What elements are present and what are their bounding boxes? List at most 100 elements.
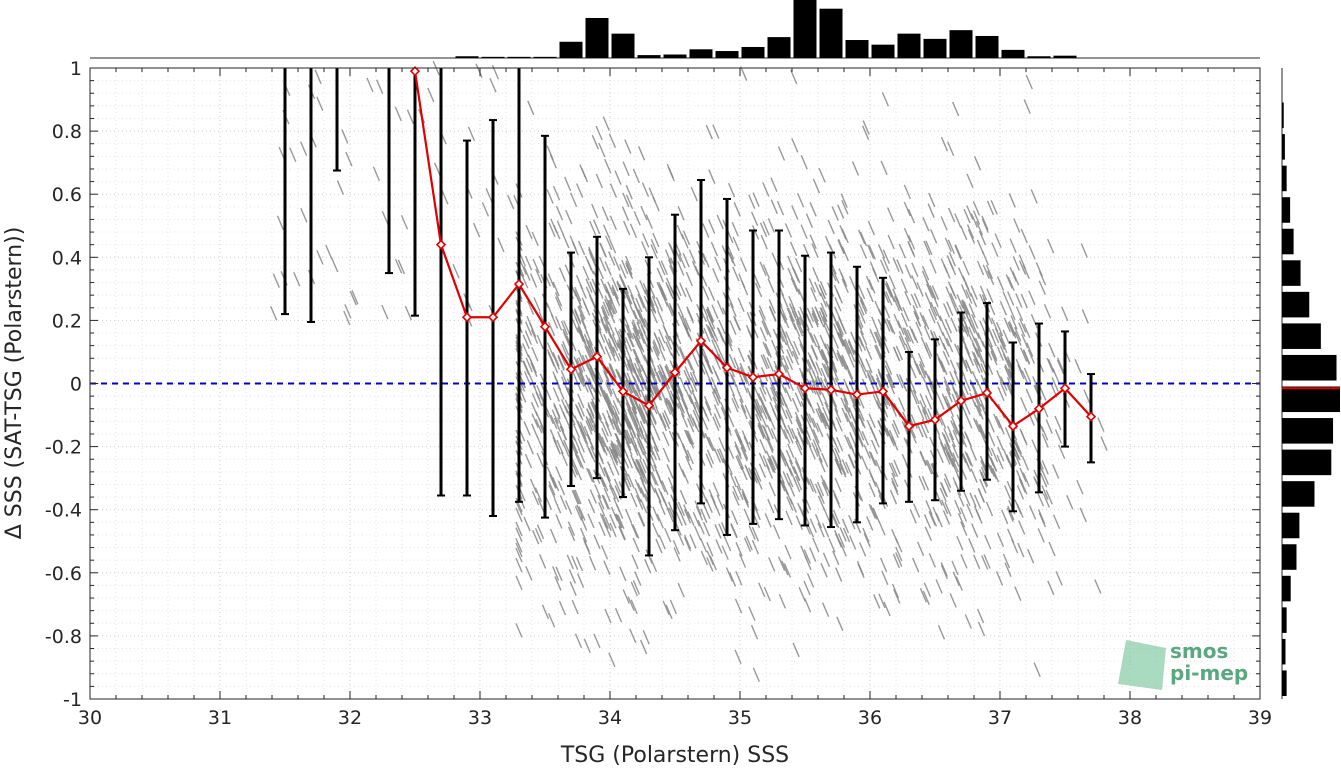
- scatter-point: [652, 339, 661, 355]
- scatter-point: [680, 413, 689, 428]
- scatter-point: [923, 514, 932, 529]
- scatter-point: [1015, 293, 1023, 308]
- scatter-point: [974, 494, 982, 510]
- top-histogram-bar: [663, 54, 687, 58]
- scatter-point: [639, 439, 647, 455]
- scatter-point: [976, 608, 985, 624]
- scatter-point: [893, 313, 901, 329]
- scatter-point: [733, 202, 741, 217]
- scatter-point: [1013, 218, 1021, 233]
- scatter-point: [651, 295, 659, 311]
- scatter-point: [797, 336, 806, 352]
- scatter-point: [600, 385, 608, 400]
- scatter-point: [702, 521, 711, 537]
- scatter-point: [859, 357, 867, 373]
- scatter-point: [535, 418, 543, 434]
- scatter-point: [931, 285, 940, 300]
- scatter-point: [974, 397, 982, 412]
- scatter-point: [866, 419, 874, 435]
- scatter-point: [952, 101, 960, 117]
- scatter-point: [898, 397, 906, 412]
- x-tick-label: 31: [208, 707, 232, 729]
- scatter-point: [536, 334, 544, 350]
- scatter-point: [611, 418, 619, 433]
- scatter-point: [1022, 472, 1030, 487]
- scatter-point: [831, 448, 839, 463]
- scatter-point: [966, 205, 974, 220]
- scatter-point: [728, 353, 737, 369]
- scatter-point: [839, 460, 847, 475]
- scatter-point: [808, 413, 816, 428]
- scatter-point: [552, 436, 560, 452]
- scatter-point: [650, 238, 658, 254]
- scatter-point: [758, 582, 766, 598]
- scatter-point: [624, 415, 632, 430]
- scatter-point: [507, 194, 515, 210]
- scatter-point: [714, 524, 722, 539]
- scatter-point: [797, 502, 805, 518]
- scatter-point: [836, 320, 845, 336]
- scatter-point: [585, 278, 593, 293]
- scatter-point: [630, 492, 638, 508]
- scatter-point: [1025, 74, 1033, 90]
- scatter-point: [563, 439, 571, 455]
- scatter-point: [834, 533, 843, 548]
- scatter-point: [832, 438, 841, 453]
- scatter-point: [622, 589, 630, 604]
- scatter-point: [700, 550, 708, 566]
- scatter-point: [623, 429, 631, 445]
- scatter-point: [759, 396, 768, 412]
- scatter-point: [972, 201, 981, 216]
- scatter-point: [926, 459, 934, 475]
- scatter-point: [555, 514, 563, 529]
- scatter-point: [787, 443, 795, 459]
- scatter-point: [599, 256, 607, 272]
- scatter-point: [837, 533, 846, 548]
- scatter-point: [768, 481, 776, 497]
- scatter-point: [779, 392, 788, 408]
- scatter-point: [751, 539, 760, 555]
- scatter-point: [694, 500, 702, 516]
- scatter-point: [847, 353, 855, 368]
- scatter-point: [653, 446, 661, 461]
- scatter-point: [944, 237, 952, 253]
- scatter-point: [558, 267, 567, 282]
- scatter-point: [857, 301, 865, 316]
- scatter-point: [536, 452, 544, 468]
- scatter-point: [993, 413, 1001, 429]
- scatter-point: [924, 526, 933, 542]
- scatter-point: [903, 184, 912, 200]
- scatter-point: [945, 387, 953, 403]
- scatter-point: [840, 193, 848, 208]
- scatter-point: [1081, 309, 1089, 324]
- x-tick-label: 30: [78, 707, 102, 729]
- top-histogram-bar: [897, 33, 921, 58]
- scatter-point: [546, 349, 555, 364]
- scatter-point: [601, 421, 609, 437]
- scatter-point: [704, 401, 713, 416]
- scatter-point: [912, 503, 921, 518]
- scatter-point: [601, 412, 610, 428]
- scatter-point: [626, 324, 635, 340]
- scatter-point: [404, 305, 413, 321]
- scatter-point: [632, 537, 640, 553]
- scatter-point: [610, 298, 618, 313]
- scatter-point: [600, 318, 608, 334]
- scatter-point: [639, 428, 647, 443]
- scatter-point: [579, 314, 587, 329]
- scatter-point: [690, 186, 698, 202]
- scatter-point: [1020, 293, 1028, 309]
- scatter-point: [689, 413, 698, 429]
- scatter-point: [827, 219, 835, 235]
- scatter-point: [549, 474, 557, 489]
- scatter-point: [632, 168, 640, 184]
- scatter-point: [708, 436, 716, 452]
- scatter-point: [650, 244, 658, 259]
- scatter-point: [946, 301, 954, 316]
- scatter-point: [692, 511, 701, 527]
- scatter-point: [759, 222, 768, 237]
- scatter-point: [952, 477, 960, 492]
- scatter-point: [757, 424, 765, 440]
- scatter-point: [857, 412, 865, 427]
- scatter-point: [293, 271, 301, 287]
